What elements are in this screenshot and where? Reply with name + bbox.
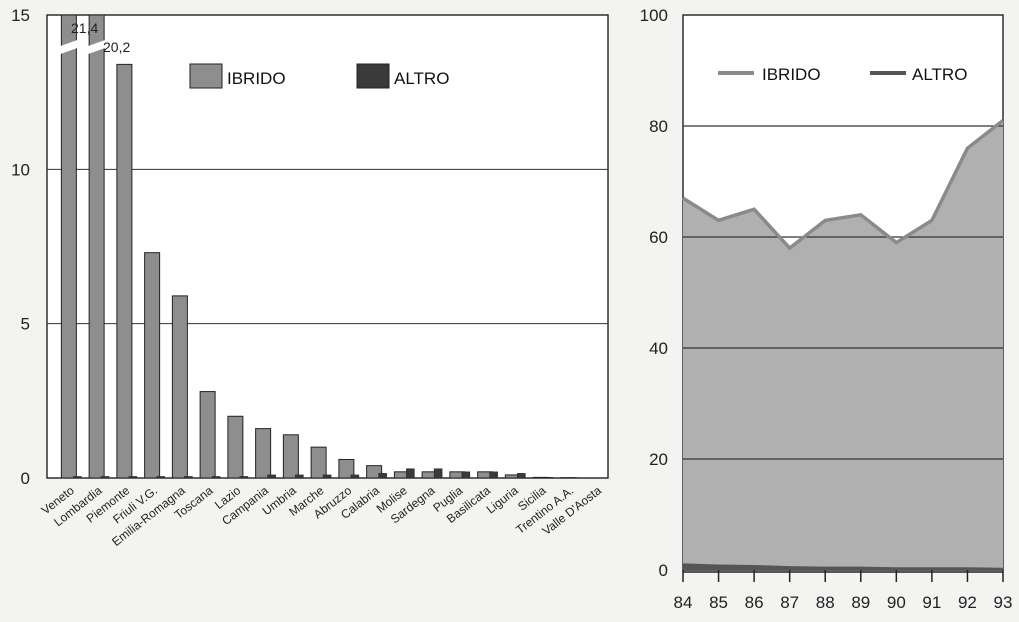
x-tick-label-90: 90 — [887, 593, 906, 612]
bar-altro-17 — [544, 477, 554, 479]
legend-swatch-ibrido — [189, 63, 223, 89]
area-ibrido — [683, 120, 1003, 570]
x-tick-label-16: Liguria — [484, 483, 521, 516]
bar-altro-16 — [517, 473, 526, 479]
left-legend: IBRIDO ALTRO — [189, 63, 449, 89]
x-tick-label-91: 91 — [922, 593, 941, 612]
y-tick-label-0: 0 — [21, 469, 30, 488]
x-tick-label-84: 84 — [674, 593, 693, 612]
y-tick-label-10: 10 — [11, 160, 30, 179]
bar-altro-5 — [211, 476, 221, 479]
bar-altro-4 — [184, 476, 193, 479]
legend-label-ibrido: IBRIDO — [227, 69, 286, 88]
bar-altro-0 — [73, 476, 82, 479]
x-tick-label-93: 93 — [994, 593, 1013, 612]
x-tick-label-88: 88 — [816, 593, 835, 612]
bar-ibrido-11 — [366, 465, 383, 479]
legend-label-altro-right: ALTRO — [912, 65, 967, 84]
y-tick-label-right-20: 20 — [649, 450, 668, 469]
bar-altro-9 — [322, 474, 332, 479]
bar-altro-14 — [461, 471, 471, 479]
bar-ibrido-3 — [144, 252, 161, 479]
right-legend: IBRIDO ALTRO — [718, 65, 967, 84]
legend-swatch-altro — [356, 63, 390, 89]
x-tick-label-85: 85 — [709, 593, 728, 612]
left-plot-frame — [46, 14, 609, 479]
y-tick-label-15: 15 — [11, 6, 30, 25]
bar-altro-15 — [489, 471, 498, 479]
legend-label-altro: ALTRO — [394, 69, 449, 88]
bar-altro-11 — [378, 473, 387, 479]
bar-altro-1 — [100, 476, 110, 479]
y-tick-label-right-60: 60 — [649, 228, 668, 247]
x-tick-label-86: 86 — [745, 593, 764, 612]
y-tick-label-right-100: 100 — [640, 6, 668, 25]
line-ibrido — [682, 119, 1005, 251]
y-tick-label-right-0: 0 — [659, 561, 668, 580]
bar-altro-6 — [239, 476, 249, 479]
x-tick-label-89: 89 — [851, 593, 870, 612]
x-tick-label-87: 87 — [780, 593, 799, 612]
bar-altro-13 — [433, 468, 443, 479]
bar-ibrido-4 — [171, 295, 188, 479]
bar-ibrido-5 — [199, 391, 216, 479]
x-tick-label-92: 92 — [958, 593, 977, 612]
axis-break-mark-0 — [54, 38, 83, 56]
bar-altro-8 — [295, 474, 304, 479]
y-tick-label-right-80: 80 — [649, 117, 668, 136]
bar-ibrido-2 — [116, 63, 133, 479]
bar-altro-3 — [156, 476, 165, 479]
bar-altro-2 — [128, 476, 138, 479]
legend-label-ibrido-right: IBRIDO — [762, 65, 821, 84]
area-altro — [683, 563, 1003, 570]
axis-break-mark-1 — [82, 38, 111, 56]
bar-ibrido-7 — [255, 428, 272, 479]
bar-ibrido-9 — [310, 446, 327, 479]
bar-ibrido-8 — [282, 434, 299, 479]
data-label-veneto: 21,4 — [71, 20, 98, 36]
bar-altro-7 — [267, 474, 276, 479]
area-chart-years: 0 20 40 60 80 100 84 85 86 87 88 89 90 91 92 93 IBRIDO… — [640, 6, 1013, 612]
bar-altro-12 — [406, 468, 415, 479]
bar-altro-10 — [350, 474, 360, 479]
bar-ibrido-0 — [60, 14, 77, 479]
bar-ibrido-10 — [338, 458, 355, 479]
bar-ibrido-6 — [227, 415, 244, 479]
y-tick-label-right-40: 40 — [649, 339, 668, 358]
data-label-lombardia: 20,2 — [103, 39, 130, 55]
y-tick-label-5: 5 — [21, 315, 30, 334]
bar-ibrido-1 — [88, 14, 105, 479]
